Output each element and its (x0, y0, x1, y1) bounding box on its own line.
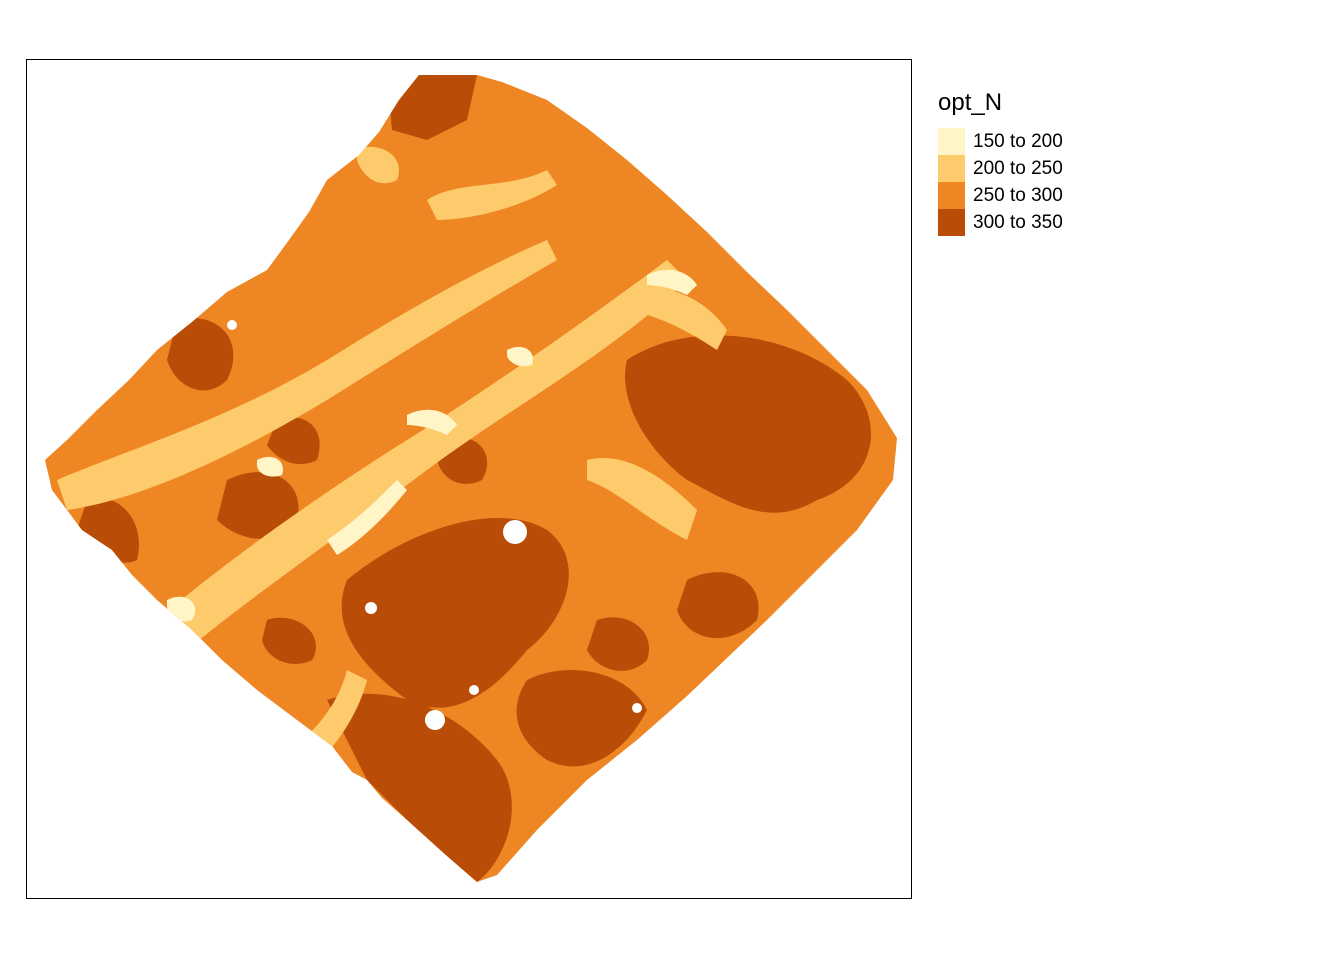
legend-item-300-350: 300 to 350 (938, 209, 1063, 236)
map-panel (26, 59, 912, 899)
legend-swatch (938, 128, 965, 155)
legend-swatch (938, 182, 965, 209)
legend-swatch (938, 209, 965, 236)
legend-label: 250 to 300 (973, 184, 1063, 206)
legend-swatch (938, 155, 965, 182)
legend-label: 150 to 200 (973, 130, 1063, 152)
legend-title: opt_N (938, 89, 1003, 116)
raster-class-300-350 (77, 75, 871, 882)
raster-nodata (227, 320, 642, 730)
map-legend: opt_N 150 to 200 200 to 250 250 to 300 3… (938, 88, 1063, 236)
legend-item-200-250: 200 to 250 (938, 155, 1063, 182)
legend-item-250-300: 250 to 300 (938, 182, 1063, 209)
raster-map (45, 75, 897, 882)
raster-class-150-200 (167, 269, 697, 622)
raster-class-200-250 (57, 146, 727, 780)
legend-item-150-200: 150 to 200 (938, 128, 1063, 155)
field-raster (45, 75, 897, 882)
legend-label: 300 to 350 (973, 211, 1063, 233)
legend-label: 200 to 250 (973, 157, 1063, 179)
